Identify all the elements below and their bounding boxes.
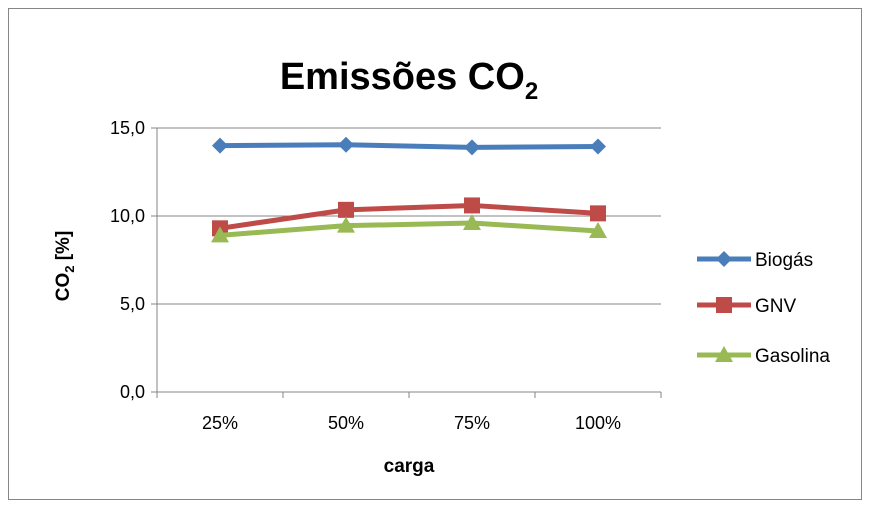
y-tick-label: 10,0 <box>110 206 145 226</box>
data-point-biogas <box>590 138 606 155</box>
data-point-biogas <box>338 136 354 153</box>
legend-label: Gasolina <box>755 346 830 367</box>
series-line-gnv <box>219 202 599 231</box>
data-point-gasolina <box>211 226 229 243</box>
series-line-biogas <box>219 142 599 150</box>
y-axis-label-unit: [%] <box>53 231 74 266</box>
data-point-gasolina <box>337 216 355 233</box>
x-tick-label: 50% <box>328 413 364 433</box>
axes <box>151 127 662 398</box>
y-tick-label: 5,0 <box>120 294 145 314</box>
legend-marker <box>715 346 733 362</box>
legend-item-gasolina: Gasolina <box>697 346 830 367</box>
x-tick-label: 100% <box>575 413 621 433</box>
y-tick-labels: 0,0 5,0 10,0 15,0 <box>110 118 145 402</box>
legend-label: Biogás <box>755 250 813 271</box>
y-axis-label: CO2 [%] <box>53 231 77 302</box>
y-axis-label-main: CO <box>53 273 74 302</box>
line-chart: Emissões CO2 0,05,010,015,0 25% 50% 75% 100… <box>53 56 830 477</box>
x-tick-label: 75% <box>454 413 490 433</box>
y-tick-label: 15,0 <box>110 118 145 138</box>
x-axis-label: carga <box>384 456 435 477</box>
series-biogas <box>212 136 606 156</box>
chart-title-main: Emissões CO <box>280 56 525 98</box>
legend-item-biogas: Biogás <box>697 250 813 271</box>
data-point-biogas <box>464 139 480 156</box>
chart-title: Emissões CO2 <box>280 56 538 105</box>
series-gasolina <box>211 214 607 243</box>
x-tick-labels: 25% 50% 75% 100% <box>202 413 621 433</box>
y-tick-label: 0,0 <box>120 382 145 402</box>
series-group <box>211 136 607 243</box>
chart-title-subscript: 2 <box>525 78 538 105</box>
data-point-gnv <box>338 201 354 218</box>
data-point-gnv <box>464 197 480 214</box>
y-axis-label-subscript: 2 <box>62 266 77 273</box>
series-line-gasolina <box>219 220 599 238</box>
x-tick-label: 25% <box>202 413 238 433</box>
legend-marker <box>716 297 732 313</box>
data-point-gnv <box>590 205 606 222</box>
gridlines <box>157 127 661 305</box>
legend: Biogás GNV Gasolina <box>697 250 830 367</box>
legend-marker <box>716 251 732 267</box>
chart-area: Emissões CO2 0,0 5,0 10,0 15,0 25% 50% 75% 100… <box>8 8 862 500</box>
legend-label: GNV <box>755 296 797 317</box>
legend-item-gnv: GNV <box>697 296 797 317</box>
data-point-gasolina <box>589 221 607 238</box>
series-gnv <box>212 197 606 237</box>
data-point-gasolina <box>463 214 481 231</box>
data-point-biogas <box>212 137 228 154</box>
